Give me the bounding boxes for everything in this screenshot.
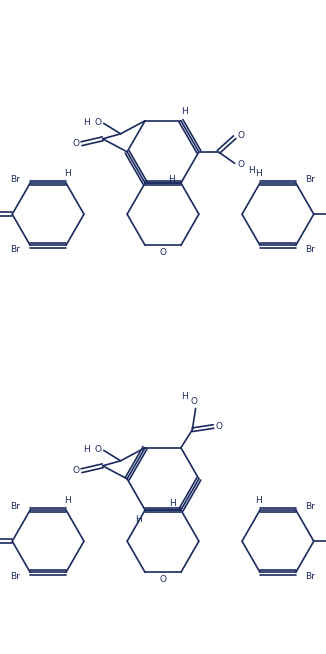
- Text: Br: Br: [305, 175, 316, 184]
- Text: O: O: [72, 139, 79, 148]
- Text: O: O: [216, 422, 223, 431]
- Text: H: H: [169, 175, 175, 184]
- Text: H: H: [135, 515, 142, 524]
- Text: Br: Br: [10, 572, 21, 581]
- Text: H: H: [182, 107, 188, 116]
- Text: O: O: [237, 131, 244, 140]
- Text: H: H: [255, 496, 262, 506]
- Text: H: H: [248, 166, 255, 175]
- Text: O: O: [159, 575, 167, 584]
- Text: O: O: [72, 466, 79, 475]
- Text: H: H: [64, 496, 71, 506]
- Text: Br: Br: [305, 245, 316, 254]
- Text: H: H: [64, 169, 71, 179]
- Text: Br: Br: [10, 502, 21, 511]
- Text: O: O: [190, 398, 198, 406]
- Text: H: H: [83, 118, 90, 127]
- Text: Br: Br: [305, 502, 316, 511]
- Text: H: H: [83, 445, 90, 454]
- Text: O: O: [94, 445, 101, 454]
- Text: O: O: [159, 248, 167, 257]
- Text: H: H: [170, 499, 176, 508]
- Text: Br: Br: [10, 175, 21, 184]
- Text: O: O: [94, 118, 101, 127]
- Text: H: H: [255, 169, 262, 179]
- Text: O: O: [237, 160, 244, 169]
- Text: Br: Br: [305, 572, 316, 581]
- Text: H: H: [181, 392, 187, 400]
- Text: Br: Br: [10, 245, 21, 254]
